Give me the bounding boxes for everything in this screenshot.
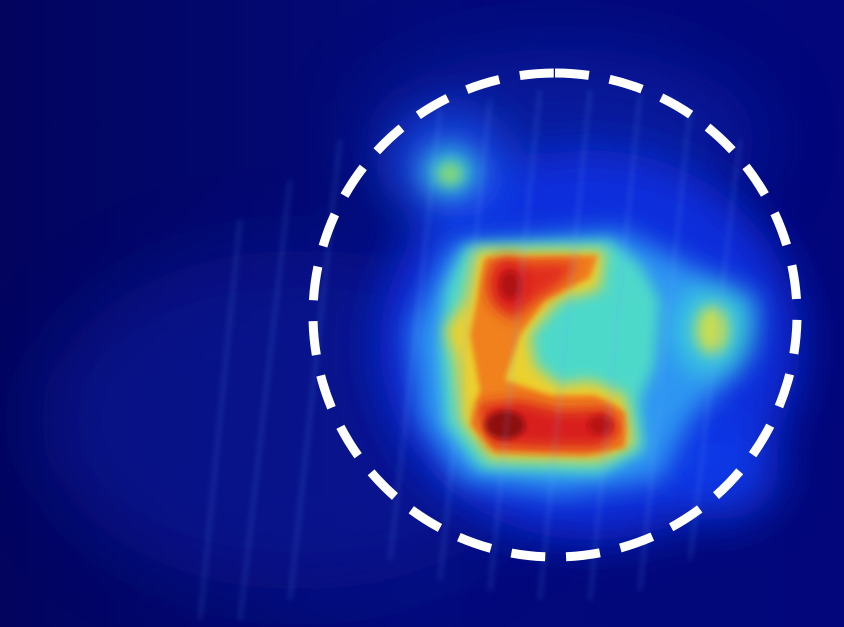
dashed-circle-marker: [308, 68, 802, 562]
streak-texture: [198, 89, 742, 621]
